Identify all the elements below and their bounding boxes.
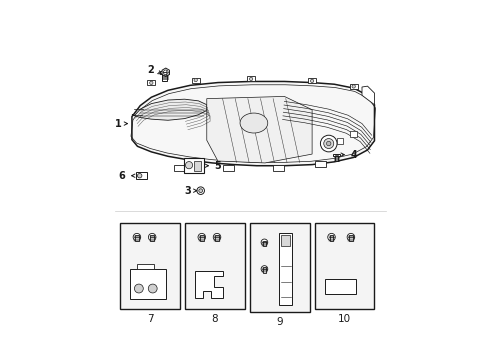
Bar: [136, 172, 147, 179]
Bar: [273, 165, 284, 171]
Polygon shape: [162, 68, 170, 77]
Bar: [337, 138, 343, 144]
Circle shape: [138, 174, 142, 178]
Circle shape: [326, 141, 331, 146]
Circle shape: [194, 78, 197, 82]
Bar: [330, 235, 333, 242]
Circle shape: [148, 284, 157, 293]
Bar: [349, 84, 358, 89]
Text: 10: 10: [338, 314, 351, 324]
Bar: [247, 76, 255, 81]
Polygon shape: [207, 96, 312, 163]
Text: 5: 5: [215, 161, 221, 171]
Bar: [192, 77, 200, 82]
Bar: [333, 154, 340, 156]
Bar: [250, 223, 310, 312]
Circle shape: [352, 85, 355, 88]
Circle shape: [148, 233, 156, 241]
Circle shape: [133, 233, 141, 241]
Text: 7: 7: [147, 314, 153, 324]
Bar: [173, 165, 185, 171]
Bar: [162, 73, 167, 81]
Bar: [281, 235, 290, 246]
Bar: [184, 158, 204, 174]
Bar: [308, 78, 316, 84]
Text: 1: 1: [115, 118, 122, 129]
Circle shape: [198, 233, 205, 241]
Circle shape: [197, 187, 204, 194]
Text: 2: 2: [147, 66, 153, 75]
Bar: [150, 235, 154, 242]
Polygon shape: [195, 270, 222, 298]
Bar: [130, 269, 166, 299]
Text: 6: 6: [119, 171, 125, 181]
Circle shape: [261, 266, 268, 272]
Bar: [315, 223, 374, 309]
Circle shape: [320, 135, 337, 152]
Bar: [279, 233, 293, 305]
Bar: [325, 279, 356, 293]
Bar: [315, 161, 326, 167]
Bar: [350, 131, 357, 138]
Bar: [135, 235, 139, 242]
Bar: [200, 235, 204, 242]
Circle shape: [311, 79, 314, 82]
Bar: [335, 156, 339, 162]
Bar: [263, 241, 266, 246]
Text: 8: 8: [212, 314, 218, 324]
Text: 9: 9: [276, 317, 283, 327]
Circle shape: [134, 284, 143, 293]
Polygon shape: [362, 86, 374, 105]
Text: 3: 3: [184, 186, 191, 196]
Bar: [160, 71, 169, 73]
Bar: [120, 223, 180, 309]
Polygon shape: [132, 99, 207, 120]
Bar: [263, 267, 266, 273]
Ellipse shape: [240, 113, 268, 133]
Bar: [137, 264, 153, 269]
Circle shape: [199, 189, 202, 193]
Circle shape: [249, 77, 253, 81]
Circle shape: [328, 233, 335, 241]
Bar: [147, 80, 155, 85]
Bar: [194, 161, 201, 171]
Circle shape: [185, 162, 193, 169]
Bar: [215, 235, 219, 242]
Text: 4: 4: [350, 150, 357, 159]
Circle shape: [324, 139, 334, 149]
Circle shape: [213, 233, 221, 241]
Circle shape: [261, 239, 268, 246]
Circle shape: [347, 233, 355, 241]
Bar: [349, 235, 353, 242]
Polygon shape: [132, 81, 374, 166]
Bar: [185, 223, 245, 309]
Circle shape: [149, 81, 153, 85]
Bar: [223, 165, 235, 171]
